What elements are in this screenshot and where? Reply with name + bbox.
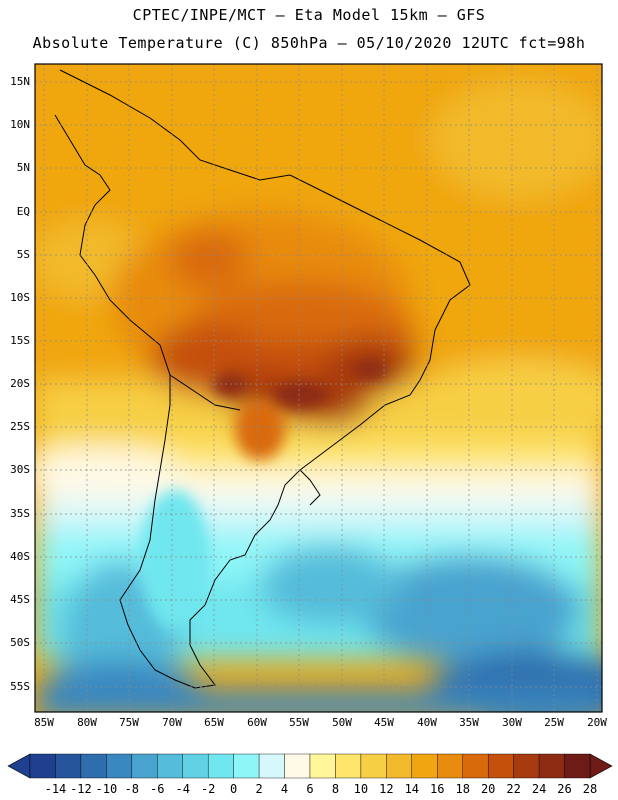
colorbar-label: 16 xyxy=(430,782,445,796)
colorbar-swatch xyxy=(207,753,234,779)
latitude-label: 10S xyxy=(10,291,30,304)
colorbar-label: -8 xyxy=(124,782,140,796)
latitude-label: 5S xyxy=(16,248,30,261)
latitude-label: 15N xyxy=(10,75,30,88)
colorbar-label: 24 xyxy=(531,782,547,796)
longitude-label: 80W xyxy=(77,716,97,729)
colorbar-label: 0 xyxy=(230,782,238,796)
colorbar-swatch xyxy=(284,753,311,779)
colorbar-swatch xyxy=(80,753,107,779)
colorbar-label: -10 xyxy=(95,782,118,796)
longitude-label: 20W xyxy=(587,716,607,729)
latitude-label: 50S xyxy=(10,636,30,649)
colorbar-swatch xyxy=(564,753,591,779)
latitude-label: 10N xyxy=(10,118,30,131)
latitude-label: 15S xyxy=(10,334,30,347)
colorbar-label: 6 xyxy=(306,782,314,796)
latitude-label: 5N xyxy=(16,161,30,174)
colorbar-swatch xyxy=(106,753,133,779)
map-frame xyxy=(34,63,603,713)
colorbar-label: 22 xyxy=(506,782,521,796)
colorbar-label: 28 xyxy=(582,782,598,796)
colorbar-label: 26 xyxy=(557,782,572,796)
longitude-label: 75W xyxy=(119,716,139,729)
longitude-label: 65W xyxy=(204,716,224,729)
longitude-label: 70W xyxy=(162,716,182,729)
colorbar-swatch xyxy=(411,753,438,779)
latitude-label: 35S xyxy=(10,507,30,520)
latitude-label: 25S xyxy=(10,420,30,433)
colorbar-label: 8 xyxy=(331,782,340,796)
colorbar-label: 4 xyxy=(280,782,289,796)
colorbar-swatch xyxy=(233,753,260,779)
colorbar-label: -12 xyxy=(70,782,92,796)
colorbar-label: 14 xyxy=(404,782,420,796)
colorbar-swatch xyxy=(335,753,362,779)
colorbar-label: 12 xyxy=(379,782,394,796)
colorbar-swatch xyxy=(258,753,285,779)
colorbar-swatch xyxy=(360,753,387,779)
latitude-label: 55S xyxy=(10,680,30,693)
latitude-label: 40S xyxy=(10,550,30,563)
colorbar-swatch xyxy=(437,753,463,779)
colorbar-label: 2 xyxy=(255,782,263,796)
longitude-label: 45W xyxy=(374,716,394,729)
colorbar-swatch xyxy=(131,753,158,779)
longitude-label: 30W xyxy=(502,716,522,729)
colorbar-swatch xyxy=(487,753,514,779)
map-title-line-1: CPTEC/INPE/MCT – Eta Model 15km – GFS xyxy=(132,6,486,24)
colorbar-label: 20 xyxy=(480,782,496,796)
longitude-label: 40W xyxy=(417,716,437,729)
latitude-label: 45S xyxy=(10,593,30,606)
lat-lon-grid xyxy=(35,64,602,712)
longitude-label: 85W xyxy=(34,716,54,729)
colorbar-swatch xyxy=(538,753,565,779)
colorbar-label: -4 xyxy=(175,782,190,796)
latitude-label: 30S xyxy=(10,463,30,476)
coastline xyxy=(54,69,471,689)
colorbar-swatch xyxy=(55,753,82,779)
latitude-label: EQ xyxy=(16,205,30,218)
colorbar-swatch xyxy=(29,753,56,779)
colorbar-label: 10 xyxy=(353,782,369,796)
colorbar-label: 18 xyxy=(455,782,470,796)
longitude-label: 50W xyxy=(332,716,352,729)
colorbar-swatch xyxy=(462,753,489,779)
colorbar-max-arrow xyxy=(589,753,613,779)
longitude-label: 60W xyxy=(247,716,267,729)
colorbar-swatch xyxy=(157,753,183,779)
longitude-label: 55W xyxy=(289,716,309,729)
temperature-field xyxy=(35,64,602,712)
map-title-line-2: Absolute Temperature (C) 850hPa – 05/10/… xyxy=(32,34,586,52)
colorbar-swatch xyxy=(182,753,209,779)
colorbar-label: -14 xyxy=(44,782,67,796)
longitude-label: 25W xyxy=(544,716,564,729)
colorbar-min-arrow xyxy=(7,753,31,779)
colorbar-swatch xyxy=(513,753,540,779)
longitude-label: 35W xyxy=(459,716,479,729)
colorbar xyxy=(7,753,613,779)
colorbar-label: -6 xyxy=(150,782,165,796)
colorbar-label: -2 xyxy=(200,782,216,796)
colorbar-swatch xyxy=(386,753,413,779)
colorbar-swatch xyxy=(309,753,336,779)
latitude-label: 20S xyxy=(10,377,30,390)
